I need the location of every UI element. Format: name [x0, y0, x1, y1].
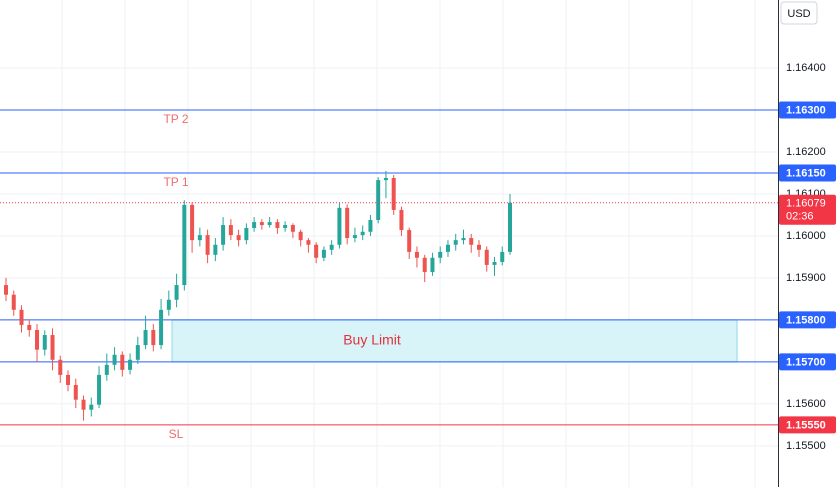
candle-body [166, 299, 171, 310]
level-label: TP 1 [163, 175, 188, 189]
price-badge-label: 1.15550 [786, 419, 826, 431]
candle-body [407, 230, 412, 252]
candle-body [174, 285, 179, 300]
candle-body [112, 354, 117, 365]
candle-body [414, 251, 419, 258]
y-tick-label: 1.16400 [786, 62, 826, 74]
price-badge [779, 164, 836, 182]
candle-body [205, 235, 210, 255]
candle-body [492, 261, 497, 265]
candle-body [430, 257, 435, 273]
candle-body [422, 257, 427, 273]
candle-body [27, 324, 32, 330]
candle-body [42, 335, 47, 350]
countdown-label: 02:36 [786, 211, 814, 223]
price-badge-label: 1.15700 [786, 356, 826, 368]
candle-body [368, 219, 373, 232]
candle-body [128, 359, 133, 370]
candle-body [81, 399, 86, 410]
candle-body [35, 329, 40, 350]
candle-body [345, 207, 350, 239]
candle-body [252, 222, 257, 228]
candle-body [50, 335, 55, 360]
candle-body [58, 359, 63, 375]
candle-body [66, 374, 71, 385]
candle-body [267, 222, 272, 226]
candle-body [275, 222, 280, 228]
candle-body [290, 225, 295, 232]
candle-body [19, 309, 24, 325]
candle-body [484, 249, 489, 265]
candle-body [73, 384, 78, 400]
y-tick-label: 1.15500 [786, 440, 826, 452]
y-tick-label: 1.16200 [786, 146, 826, 158]
price-badge [779, 353, 836, 371]
level-label: SL [169, 427, 184, 441]
candle-body [500, 251, 505, 262]
candle-body [120, 354, 125, 370]
zone [171, 319, 738, 363]
candle-body [236, 235, 241, 241]
candle-body [360, 231, 365, 236]
candle-body [221, 225, 226, 245]
candle-body [283, 225, 288, 228]
current-price-label: 1.16079 [786, 198, 826, 210]
candle-body [314, 244, 319, 258]
candle-body [306, 240, 311, 245]
price-badge-label: 1.16150 [786, 167, 826, 179]
price-badge [779, 311, 836, 329]
current-price-badge [779, 194, 836, 225]
candle-body [97, 374, 102, 405]
candle-body [476, 244, 481, 250]
candle-body [352, 235, 357, 239]
candle-body [182, 204, 187, 286]
price-badge [779, 416, 836, 434]
price-badge [779, 101, 836, 119]
candle-body [383, 178, 388, 181]
price-badge-label: 1.15800 [786, 314, 826, 326]
candle-body [143, 329, 148, 346]
y-tick-label: 1.15900 [786, 272, 826, 284]
candle-body [461, 238, 466, 241]
candle-body [391, 178, 396, 210]
candle-body [453, 240, 458, 245]
price-badge-label: 1.16300 [786, 104, 826, 116]
candle-body [321, 249, 326, 258]
candle-body [11, 294, 16, 310]
candle-body [445, 244, 450, 252]
zone-label: Buy Limit [343, 332, 401, 348]
candle-body [197, 235, 202, 241]
candle-body [329, 244, 334, 250]
candle-body [4, 285, 8, 295]
candle-body [259, 222, 264, 226]
candle-body [151, 329, 156, 346]
candle-body [399, 209, 404, 231]
y-tick-label: 1.15600 [786, 398, 826, 410]
candle-body [337, 207, 342, 245]
level-label: TP 2 [163, 112, 188, 126]
candle-body [228, 225, 233, 236]
price-axis [778, 0, 839, 487]
currency-label: USD [787, 8, 810, 20]
candle-body [135, 345, 140, 360]
currency-button[interactable] [780, 1, 818, 25]
candle-body [298, 231, 303, 241]
candle-body [104, 364, 109, 375]
candle-body [508, 202, 512, 252]
candle-body [244, 227, 249, 241]
candle-body [89, 404, 94, 410]
candle-body [190, 204, 195, 241]
candle-body [469, 238, 474, 245]
candle-body [159, 309, 164, 346]
candle-body [376, 180, 381, 220]
candle-body [213, 244, 218, 255]
candle-body [438, 251, 443, 258]
y-tick-label: 1.16000 [786, 230, 826, 242]
